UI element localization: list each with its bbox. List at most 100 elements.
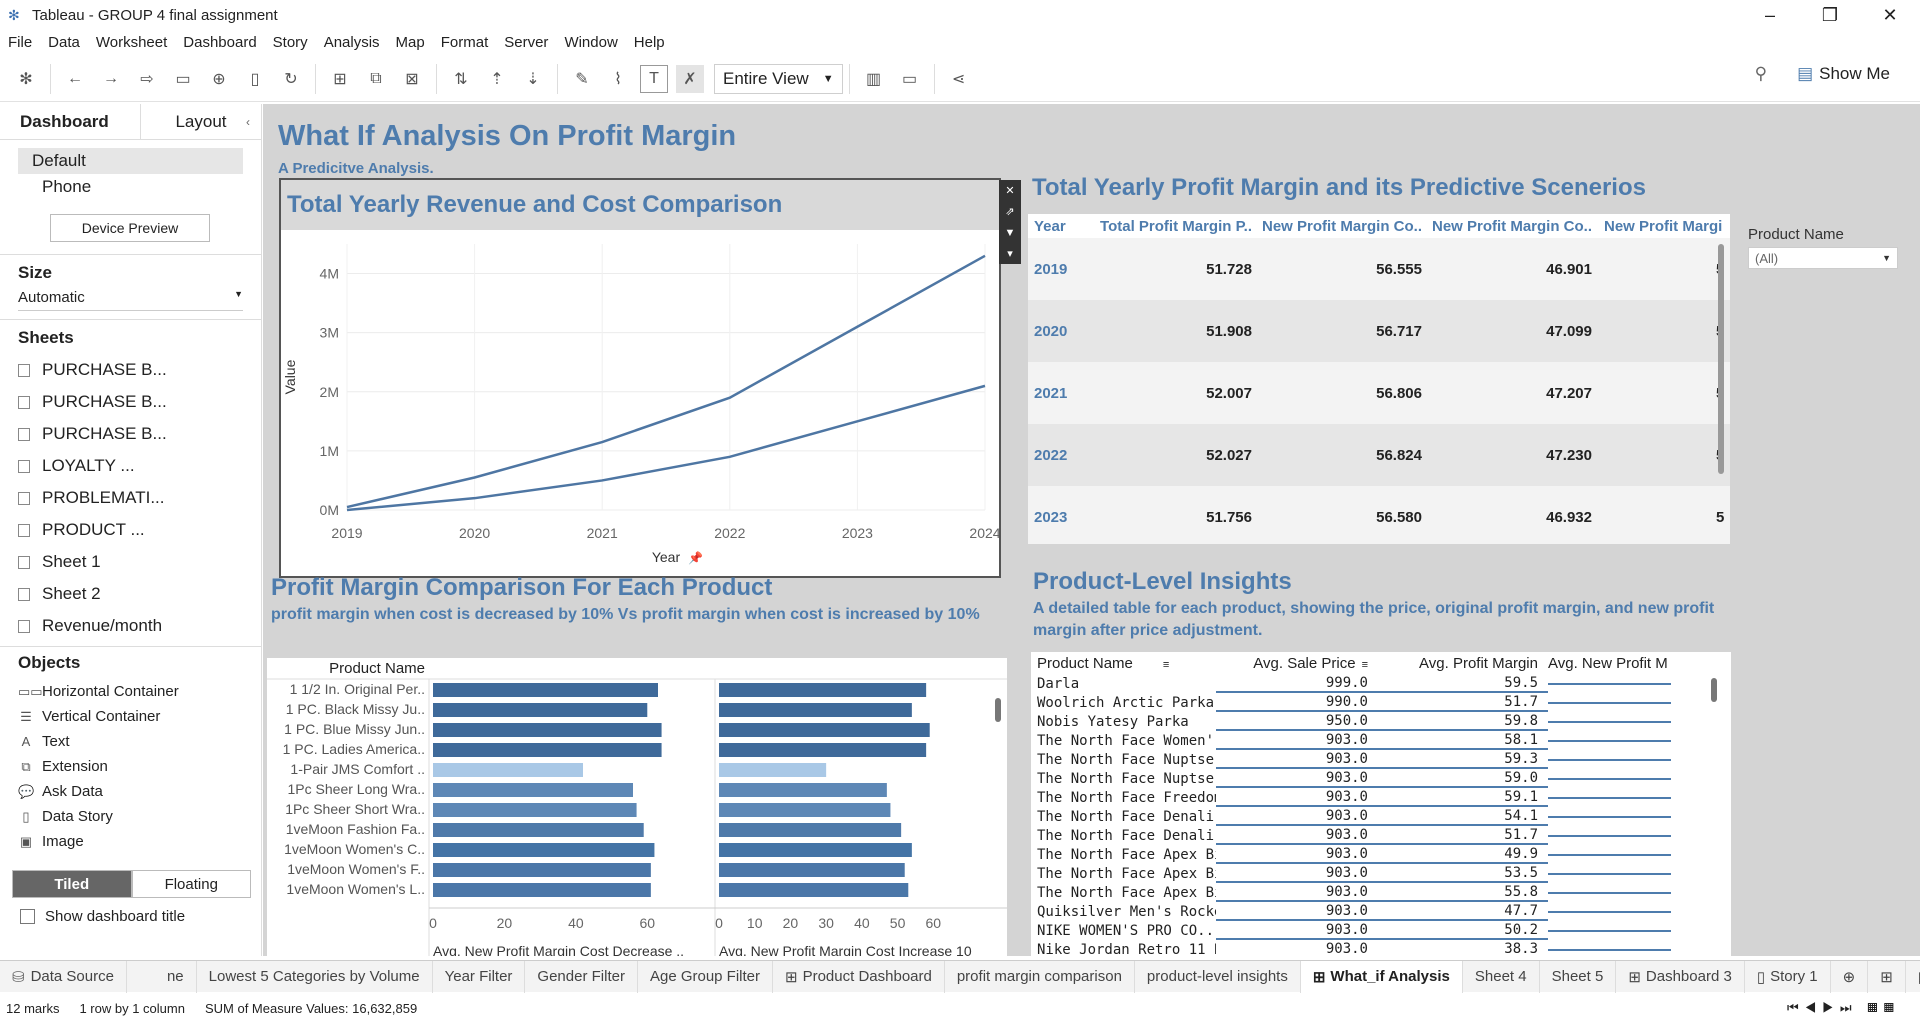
object-text[interactable]: A Text — [18, 729, 243, 754]
sheet-item[interactable]: Revenue/month — [18, 610, 243, 642]
save-icon[interactable]: ▭ — [175, 70, 191, 88]
tab-dashboard-active[interactable]: ⊞ What_if Analysis — [1300, 960, 1463, 993]
col-header-product[interactable]: Product Name ≡ — [1031, 655, 1216, 672]
restore-icon[interactable]: ❐ — [1821, 4, 1839, 25]
new-datasource-icon[interactable]: ⊕ — [212, 70, 226, 88]
tab-sheet[interactable]: Lowest 5 Categories by Volume — [197, 960, 433, 993]
tab-sheet[interactable]: Year Filter — [433, 960, 526, 993]
menu-data[interactable]: Data — [48, 33, 80, 51]
table-row[interactable]: The North Face Apex Bio..903.055.8 — [1031, 883, 1731, 902]
col-header[interactable]: New Profit Margin Co.. — [1261, 217, 1422, 235]
new-story-icon[interactable]: ▤ — [1906, 961, 1920, 993]
vertical-scrollbar[interactable] — [1711, 678, 1717, 702]
duplicate-icon[interactable]: ⧉ — [370, 69, 382, 87]
menu-worksheet[interactable]: Worksheet — [95, 33, 168, 51]
tiled-toggle[interactable]: Tiled — [12, 870, 132, 898]
col-header-new-margin[interactable]: Avg. New Profit M — [1548, 654, 1668, 672]
table-row[interactable]: The North Face Nuptse 2..903.059.3 — [1031, 750, 1731, 769]
tab-dashboard[interactable]: ⊞ Product Dashboard — [773, 960, 945, 993]
menu-story[interactable]: Story — [272, 33, 308, 51]
menu-file[interactable]: File — [8, 33, 33, 51]
new-worksheet-icon[interactable]: ⊕ — [1831, 960, 1869, 993]
tab-sheet[interactable]: Sheet 4 — [1463, 960, 1540, 993]
product-level-table[interactable]: Product Name ≡ Avg. Sale Price ≡ Avg. Prof… — [1031, 652, 1731, 956]
filter-icon[interactable]: ▼ — [1004, 226, 1016, 239]
menu-format[interactable]: Format — [440, 33, 489, 51]
group-icon[interactable]: ⌇ — [614, 70, 622, 88]
show-cards-icon[interactable]: ▥ — [866, 70, 882, 88]
sheet-item[interactable]: PROBLEMATI... — [18, 482, 243, 514]
menu-dashboard[interactable]: Dashboard — [183, 33, 257, 51]
pause-updates-icon[interactable]: ▯ — [250, 70, 260, 88]
sort-icon[interactable]: ≡ — [1361, 658, 1368, 671]
table-row[interactable]: Darla 999.0 59.5 — [1031, 674, 1731, 693]
object-vertical-container[interactable]: ☰ Vertical Container — [18, 704, 243, 729]
highlight-icon[interactable]: ✎ — [575, 70, 589, 88]
new-dashboard-icon[interactable]: ⊞ — [1868, 960, 1906, 993]
sort-asc-icon[interactable]: ⇡ — [490, 70, 504, 88]
table-row[interactable]: 2022 52.027 56.824 47.230 5 — [1028, 424, 1730, 486]
table-row[interactable]: The North Face Apex Bio..903.049.9 — [1031, 845, 1731, 864]
show-labels-icon[interactable]: T — [640, 64, 668, 93]
menu-map[interactable]: Map — [395, 33, 425, 51]
table-row[interactable]: Woolrich Arctic Parka DF990.051.7 — [1031, 693, 1731, 712]
redo-icon[interactable]: → — [103, 69, 119, 87]
object-image[interactable]: ▣ Image — [18, 829, 243, 854]
table-row[interactable]: The North Face Women'.. 903.0 58.1 — [1031, 731, 1731, 750]
device-default[interactable]: Default — [18, 148, 243, 174]
device-phone[interactable]: Phone — [42, 177, 92, 196]
menu-window[interactable]: Window — [564, 33, 618, 51]
table-row[interactable]: 2020 51.908 56.717 47.099 5 — [1028, 300, 1730, 362]
tableau-home-icon[interactable]: ✻ — [19, 70, 33, 88]
page-nav-icon[interactable]: ⏮◀▶⏭ ▦▦ — [1786, 1000, 1900, 1015]
tab-data-source[interactable]: ⛁ Data Source — [0, 960, 127, 993]
close-icon[interactable]: ✕ — [1882, 4, 1898, 25]
tab-sheet[interactable]: profit margin comparison — [945, 960, 1135, 993]
tab-dashboard[interactable]: Dashboard — [0, 104, 140, 139]
format-painter-icon[interactable]: ⚲ — [1754, 64, 1768, 83]
floating-toggle[interactable]: Floating — [131, 870, 251, 898]
more-options-icon[interactable]: ▾ — [1007, 247, 1013, 260]
tab-story[interactable]: ▯ Story 1 — [1745, 960, 1831, 993]
tab-sheet[interactable]: Age Group Filter — [638, 960, 774, 993]
show-me-button[interactable]: ⚲ ▤ Show Me — [1755, 64, 1890, 84]
col-header[interactable]: Total Profit Margin P.. — [1100, 217, 1252, 235]
object-ask-data[interactable]: 💬 Ask Data — [18, 779, 243, 804]
replay-icon[interactable]: ⇨ — [140, 70, 154, 88]
table-row[interactable]: Quiksilver Men's Rockef..903.047.7 — [1031, 902, 1731, 921]
table-row[interactable]: 2021 52.007 56.806 47.207 5 — [1028, 362, 1730, 424]
vertical-scrollbar[interactable] — [1718, 244, 1724, 474]
sheet-item[interactable]: LOYALTY ... — [18, 450, 243, 482]
minimize-icon[interactable]: – — [1764, 4, 1775, 25]
table-row[interactable]: 2019 51.728 56.555 46.901 5 — [1028, 238, 1730, 300]
table-row[interactable]: Nike Jordan Retro 11 Br..903.038.3 — [1031, 940, 1731, 956]
table-row[interactable]: NIKE WOMEN'S PRO CO.. 903.0 50.2 — [1031, 921, 1731, 940]
table-row[interactable]: The North Face Denali D..903.051.7 — [1031, 826, 1731, 845]
table-row[interactable]: The North Face Nuptse 2..903.059.0 — [1031, 769, 1731, 788]
table-row[interactable]: Nobis Yatesy Parka 950.0 59.8 — [1031, 712, 1731, 731]
table-row[interactable]: 2023 51.756 56.580 46.932 5 — [1028, 486, 1730, 544]
tab-sheet[interactable]: Gender Filter — [525, 960, 638, 993]
sheet-item[interactable]: Sheet 1 — [18, 546, 243, 578]
sheet-item[interactable]: PURCHASE B... — [18, 354, 243, 386]
table-row[interactable]: The North Face Denali D..903.054.1 — [1031, 807, 1731, 826]
device-preview-button[interactable]: Device Preview — [50, 214, 210, 242]
tab-dashboard[interactable]: ⊞ Dashboard 3 — [1616, 960, 1745, 993]
menu-analysis[interactable]: Analysis — [323, 33, 380, 51]
swap-icon[interactable]: ⇅ — [454, 70, 468, 88]
col-header[interactable]: New Profit Margin Co.. — [1431, 217, 1592, 235]
share-icon[interactable]: ⋖ — [951, 70, 966, 88]
tab-layout[interactable]: Layout ‹ — [140, 104, 261, 139]
col-header-year[interactable]: Year — [1034, 217, 1066, 235]
menu-server[interactable]: Server — [504, 33, 549, 51]
undo-icon[interactable]: ← — [67, 69, 83, 87]
sort-icon[interactable]: ≡ — [1162, 658, 1170, 671]
object-extension[interactable]: ⧉ Extension — [18, 754, 243, 779]
revenue-cost-line-chart[interactable]: Total Yearly Revenue and Cost Comparison… — [279, 178, 1021, 578]
profit-margin-table[interactable]: Year Total Profit Margin P.. New Profit … — [1028, 214, 1730, 544]
col-header-margin[interactable]: Avg. Profit Margin — [1419, 654, 1538, 672]
menu-help[interactable]: Help — [633, 33, 665, 51]
clear-sheet-icon[interactable]: ⊠ — [405, 70, 419, 88]
size-dropdown[interactable]: Automatic ▼ — [18, 289, 243, 311]
profit-margin-bar-chart[interactable]: Product Name 1 1/2 In. Original Per.. 1 PC… — [267, 658, 1007, 959]
